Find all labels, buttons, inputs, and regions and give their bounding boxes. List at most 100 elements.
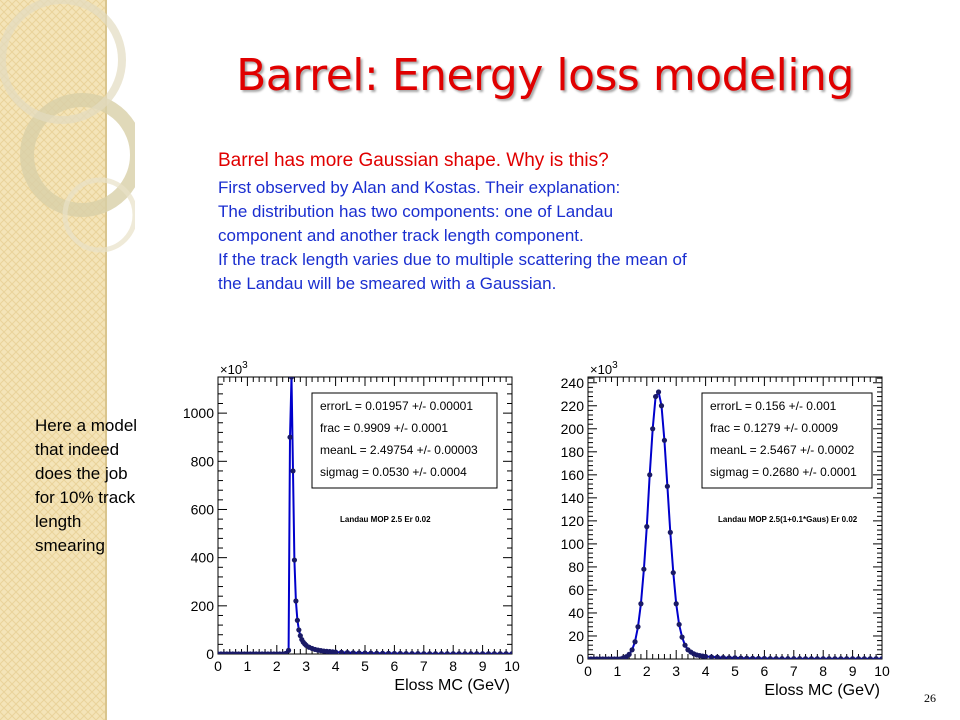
chart-2-x-axis-label: Eloss MC (GeV) [764, 682, 880, 699]
chart-1-fit-box [311, 392, 498, 489]
chart-1-data-point [397, 650, 403, 654]
chart-2-data-point [750, 655, 756, 659]
chart-1-data-point [380, 650, 386, 654]
chart-2-fit-param: meanL = 2.5467 +/- 0.0002 [710, 443, 855, 457]
chart-2-data-point [850, 656, 856, 659]
chart-2-data-point [761, 655, 767, 659]
chart-2-data-point [738, 655, 744, 659]
chart-right: 0 1 2 3 4 5 6 7 8 9 100204060801001201401601802002… [561, 360, 890, 699]
chart-2-y-tick-label: 60 [568, 582, 584, 598]
side-note-line: does the job [35, 464, 128, 483]
decorative-side-panel [0, 0, 135, 720]
chart-1-data-point [485, 651, 492, 654]
chart-1-x-axis-label: Eloss MC (GeV) [394, 677, 510, 694]
chart-2-data-point [629, 647, 635, 653]
chart-2-data-point [873, 656, 879, 659]
chart-2-x-tick-label: 4 [702, 663, 710, 679]
chart-1-y-tick-label: 0 [206, 646, 214, 662]
chart-2-x-tick-label: 9 [849, 663, 857, 679]
chart-2-data-point [708, 654, 715, 659]
chart-1-data-point [462, 651, 468, 654]
chart-2-data-point [767, 655, 773, 659]
explanation-line: If the track length varies due to multip… [218, 250, 687, 269]
chart-2-data-point [855, 656, 862, 659]
chart-2-data-point [670, 570, 676, 576]
explanation-line: The distribution has two components: one… [218, 202, 614, 221]
page-number: 26 [924, 691, 936, 705]
chart-1-fit-param: meanL = 2.49754 +/- 0.00003 [320, 443, 478, 457]
chart-1-data-point [287, 434, 293, 440]
chart-2-data-point [644, 524, 650, 530]
chart-1-data-point [344, 649, 350, 654]
side-note-line: Here a model [35, 416, 138, 435]
chart-1-data-point [468, 651, 474, 654]
chart-1-data-point [356, 650, 362, 654]
chart-1-data-point [491, 651, 497, 654]
chart-1-data-point [288, 377, 295, 380]
chart-left: 0 1 2 3 4 5 6 7 8 9 10 0 200 400 600 800 1000 ×103 Eloss M… [183, 360, 520, 694]
chart-2-data-point [658, 403, 665, 409]
chart-2-data-point [626, 651, 632, 657]
chart-2-data-point [755, 655, 762, 659]
chart-2-data-point [779, 656, 785, 659]
chart-1-x-tick-label: 3 [302, 658, 310, 674]
chart-1-y-tick-label: 1000 [183, 405, 214, 421]
chart-2-data-point [802, 656, 809, 659]
chart-2-fit-param: errorL = 0.156 +/- 0.001 [710, 399, 837, 413]
chart-1-data-point [480, 651, 486, 654]
chart-1-data-point [291, 557, 298, 563]
chart-2-data-point [703, 653, 709, 659]
chart-1-data-point [450, 651, 456, 654]
chart-1-x-tick-label: 4 [332, 658, 340, 674]
chart-2-data-point [682, 642, 688, 648]
chart-1-data-point [409, 651, 415, 654]
chart-1-data-point [474, 651, 480, 654]
chart-2-y-tick-label: 0 [576, 651, 584, 667]
explanation-line: component and another track length compo… [218, 226, 584, 245]
chart-1-data-point [285, 647, 292, 653]
chart-2-data-point [679, 634, 685, 640]
chart-1-data-point [403, 650, 409, 654]
chart-2-fit-param: frac = 0.1279 +/- 0.0009 [710, 421, 838, 435]
chart-1-data-point [333, 649, 339, 654]
chart-1-data-point [509, 651, 512, 654]
chart-1-x-tick-label: 9 [479, 658, 487, 674]
chart-2-data-point [720, 655, 726, 659]
chart-2-x-tick-label: 2 [643, 663, 651, 679]
chart-1-y-tick-label: 400 [191, 550, 215, 566]
chart-1-x-tick-label: 10 [504, 658, 520, 674]
slide-body-text: Barrel has more Gaussian shape. Why is t… [218, 146, 918, 296]
chart-2-data-point [791, 656, 797, 659]
chart-1-x-tick-label: 2 [273, 658, 281, 674]
chart-2-data-point [867, 656, 873, 659]
chart-2-data-point [844, 656, 850, 659]
chart-2-y-tick-label: 140 [561, 490, 585, 506]
chart-2-x-tick-label: 10 [874, 663, 890, 679]
chart-2-fit-box [701, 392, 873, 489]
chart-2-data-point [638, 601, 644, 607]
chart-2-data-point [653, 393, 659, 400]
chart-2-y-tick-label: 100 [561, 536, 585, 552]
chart-1-data-point [421, 651, 427, 654]
side-note-line: smearing [35, 536, 105, 555]
chart-1-annotation: Landau MOP 2.5 Er 0.02 [340, 515, 431, 524]
chart-1-data-point [362, 650, 368, 654]
chart-2-data-point [732, 655, 738, 659]
chart-1-data-point [293, 598, 299, 604]
chart-2-y-tick-label: 80 [568, 559, 584, 575]
chart-2-data-point [632, 639, 638, 645]
chart-1-x-tick-label: 5 [361, 658, 369, 674]
chart-1-x-tick-label: 6 [391, 658, 399, 674]
chart-1-data-point [290, 468, 296, 474]
side-note: Here a model that indeed does the job fo… [35, 414, 185, 558]
chart-2-fit-param: sigmag = 0.2680 +/- 0.0001 [710, 465, 857, 479]
chart-2-data-point [641, 566, 647, 572]
chart-1-data-point [427, 651, 433, 654]
chart-2-data-point [820, 656, 826, 659]
chart-1-data-point [503, 651, 509, 654]
chart-2-data-point [635, 624, 641, 630]
chart-2-y-tick-label: 180 [561, 444, 585, 460]
explanation-line: First observed by Alan and Kostas. Their… [218, 178, 621, 197]
chart-1-fit-param: sigmag = 0.0530 +/- 0.0004 [320, 465, 467, 479]
chart-1-data-point [374, 650, 380, 654]
